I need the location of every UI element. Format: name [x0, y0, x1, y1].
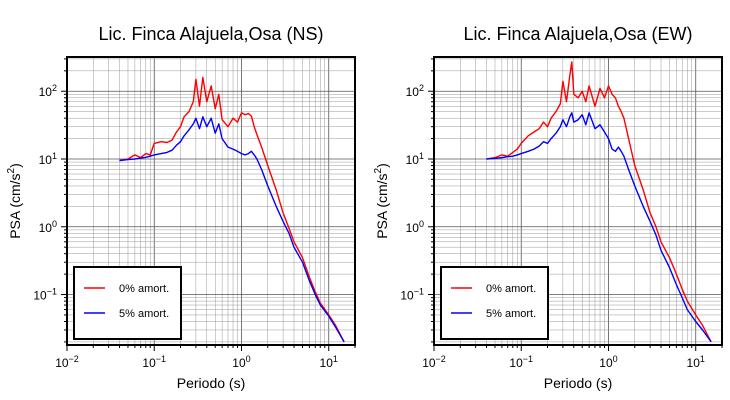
x-axis-label: Periodo (s) [177, 375, 245, 391]
grid-lines [433, 57, 723, 345]
y-axis-label-end: ) [374, 163, 390, 168]
x-tick-exponent: 0 [246, 354, 251, 364]
y-axis-label-sup: 2 [6, 167, 17, 173]
x-tick-exponent: −2 [69, 354, 79, 364]
y-tick-exponent: 0 [52, 219, 57, 229]
chart-ew: Lic. Finca Alajuela,Osa (EW) 10−2 10−1 100… [373, 24, 723, 391]
legend-label-0: 0% amort. [119, 283, 169, 295]
y-tick-exponent: 0 [419, 219, 424, 229]
x-tick-exponent: 1 [333, 354, 338, 364]
series-group [119, 76, 345, 343]
series-group [486, 61, 712, 343]
tick-marks [61, 58, 356, 351]
x-tick-exponent: 1 [700, 354, 705, 364]
x-tick-exponent: −1 [156, 354, 166, 364]
y-tick-exponent: −1 [47, 287, 57, 297]
y-axis-label: PSA (cm/s2) [373, 163, 390, 239]
x-tick-exponent: 0 [613, 354, 618, 364]
series-line-0 [486, 61, 712, 343]
y-axis-label-end: ) [7, 163, 23, 168]
legend-label-1: 5% amort. [486, 308, 536, 320]
legend-box [440, 266, 549, 340]
chart-title: Lic. Finca Alajuela,Osa (EW) [463, 24, 692, 44]
x-axis-label: Periodo (s) [544, 375, 612, 391]
y-tick-exponent: −1 [414, 287, 424, 297]
x-tick-exponent: −2 [436, 354, 446, 364]
plot-frame [66, 56, 356, 346]
series-line-1 [119, 116, 345, 343]
chart-title: Lic. Finca Alajuela,Osa (NS) [98, 24, 323, 44]
x-tick-exponent: −1 [523, 354, 533, 364]
series-line-0 [119, 76, 345, 343]
tick-marks [428, 58, 723, 351]
y-tick-exponent: 1 [52, 151, 57, 161]
legend: 0% amort. 5% amort. [440, 266, 549, 340]
plot-frame [433, 56, 723, 346]
y-tick-exponent: 2 [52, 83, 57, 93]
y-axis-label: PSA (cm/s2) [6, 163, 23, 239]
y-axis-label-base: PSA (cm/s [374, 173, 390, 238]
legend-label-0: 0% amort. [486, 283, 536, 295]
y-axis-label-sup: 2 [373, 167, 384, 173]
series-line-1 [486, 112, 712, 343]
y-tick-exponent: 1 [419, 151, 424, 161]
y-tick-exponent: 2 [419, 83, 424, 93]
legend-label-1: 5% amort. [119, 308, 169, 320]
legend: 0% amort. 5% amort. [73, 266, 182, 340]
y-axis-label-base: PSA (cm/s [7, 173, 23, 238]
legend-box [73, 266, 182, 340]
